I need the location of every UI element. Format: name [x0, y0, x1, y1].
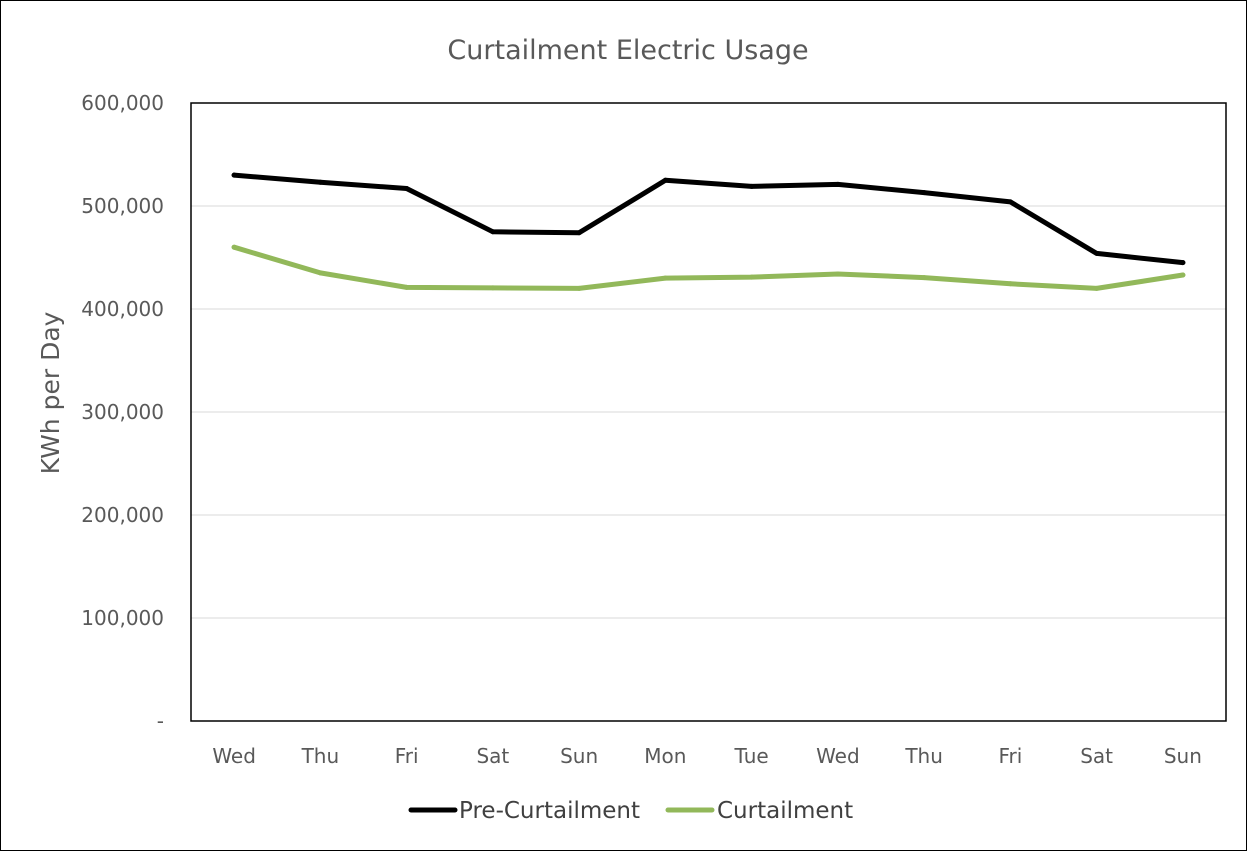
series-line-curtailment	[231, 244, 1186, 291]
x-axis-ticks: Wed Thu Fri Sat Sun Mon Tue Wed Thu Fri Sat Sun	[212, 744, 1202, 768]
legend: Pre-Curtailment Curtailment	[408, 798, 853, 824]
y-axis-ticks: - 100,000 200,000 300,000 400,000 500,000 600,…	[81, 91, 164, 733]
data-point	[749, 274, 755, 280]
x-tick-label: Fri	[998, 744, 1022, 768]
data-point	[1094, 285, 1100, 291]
data-point	[921, 275, 927, 281]
x-tick-label: Fri	[395, 744, 419, 768]
series-lines	[231, 172, 1186, 291]
data-point	[921, 190, 927, 196]
x-tick-label: Sun	[1164, 744, 1202, 768]
chart-title: Curtailment Electric Usage	[447, 35, 808, 66]
x-tick-label: Sun	[560, 744, 598, 768]
data-point	[1007, 199, 1013, 205]
data-point	[1094, 250, 1100, 256]
data-point	[1180, 272, 1186, 278]
data-point	[317, 270, 323, 276]
data-point	[576, 230, 582, 236]
y-axis-label: KWh per Day	[36, 311, 65, 474]
x-tick-label: Tue	[734, 744, 769, 768]
y-tick-label: 100,000	[81, 606, 164, 630]
y-tick-label: 400,000	[81, 297, 164, 321]
series-line-pre-curtailment	[231, 172, 1186, 266]
x-tick-label: Wed	[212, 744, 256, 768]
x-tick-label: Thu	[904, 744, 943, 768]
data-point	[317, 179, 323, 185]
data-point	[490, 285, 496, 291]
x-tick-label: Thu	[301, 744, 340, 768]
legend-label: Pre-Curtailment	[459, 798, 640, 824]
data-point	[404, 284, 410, 290]
x-tick-label: Sat	[1080, 744, 1113, 768]
legend-label: Curtailment	[717, 798, 853, 824]
x-tick-label: Wed	[816, 744, 860, 768]
gridlines	[191, 205, 1226, 619]
data-point	[662, 177, 668, 183]
y-tick-label: 200,000	[81, 503, 164, 527]
data-point	[231, 172, 237, 178]
data-point	[231, 244, 237, 250]
x-tick-label: Sat	[476, 744, 509, 768]
data-point	[835, 271, 841, 277]
plot-area-border	[190, 102, 1227, 722]
data-point	[749, 183, 755, 189]
y-tick-label: 500,000	[81, 194, 164, 218]
data-point	[490, 229, 496, 235]
x-tick-label: Mon	[644, 744, 686, 768]
data-point	[404, 185, 410, 191]
y-tick-label: 600,000	[81, 91, 164, 115]
data-point	[576, 285, 582, 291]
data-point	[662, 275, 668, 281]
y-tick-label: 300,000	[81, 400, 164, 424]
data-point	[835, 181, 841, 187]
y-tick-label: -	[157, 709, 164, 733]
data-point	[1007, 281, 1013, 287]
data-point	[1180, 260, 1186, 266]
